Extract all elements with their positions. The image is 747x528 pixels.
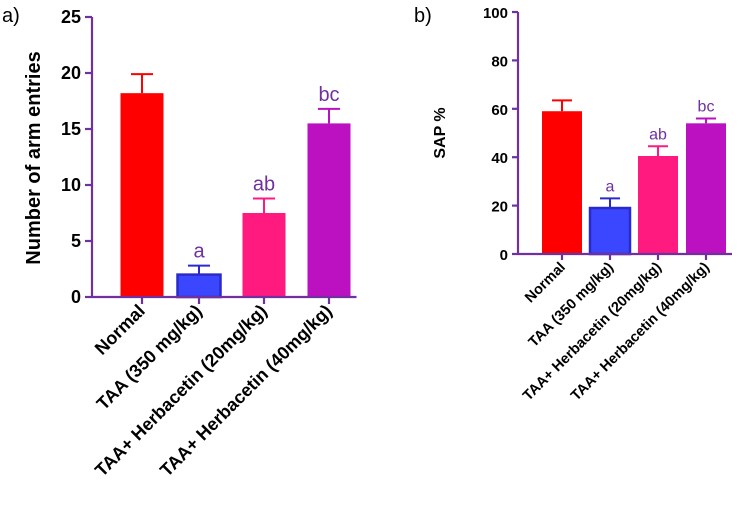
significance-label-3: ab xyxy=(253,173,275,195)
y-tick-label-25: 25 xyxy=(61,7,81,27)
bar-1 xyxy=(120,93,164,297)
y-tick-label-80: 80 xyxy=(491,53,508,70)
significance-label-2: a xyxy=(193,241,205,263)
bar-3 xyxy=(242,213,286,297)
significance-label-2: a xyxy=(606,178,615,195)
y-tick-label-0: 0 xyxy=(71,287,81,307)
y-tick-label-60: 60 xyxy=(491,102,508,119)
y-tick-label-5: 5 xyxy=(71,231,81,251)
y-tick-label-40: 40 xyxy=(491,150,508,167)
panel-a-y-axis-label: Number of arm entries xyxy=(23,51,45,264)
bar-4 xyxy=(686,123,726,254)
category-label-2: TAA (350 mg/kg) xyxy=(526,259,617,350)
y-tick-label-0: 0 xyxy=(500,247,508,264)
y-tick-label-20: 20 xyxy=(61,63,81,83)
bar-3 xyxy=(638,155,678,254)
category-label-1: Normal xyxy=(522,260,569,307)
y-tick-label-10: 10 xyxy=(61,175,81,195)
panel-a-label: a) xyxy=(2,5,20,27)
y-tick-label-15: 15 xyxy=(61,119,81,139)
significance-label-4: bc xyxy=(698,98,715,115)
bar-4 xyxy=(307,123,351,298)
bar-1 xyxy=(542,111,582,254)
y-tick-label-100: 100 xyxy=(483,5,508,22)
panel-b-y-axis-label: SAP % xyxy=(432,107,449,158)
bar-2 xyxy=(176,273,222,299)
category-label-1: Normal xyxy=(91,301,149,359)
panel-b-label: b) xyxy=(414,5,432,27)
significance-label-3: ab xyxy=(649,126,667,143)
bar-2 xyxy=(588,206,632,256)
y-tick-label-20: 20 xyxy=(491,199,508,216)
significance-label-4: bc xyxy=(318,84,339,106)
category-label-2: TAA (350 mg/kg) xyxy=(93,301,206,414)
